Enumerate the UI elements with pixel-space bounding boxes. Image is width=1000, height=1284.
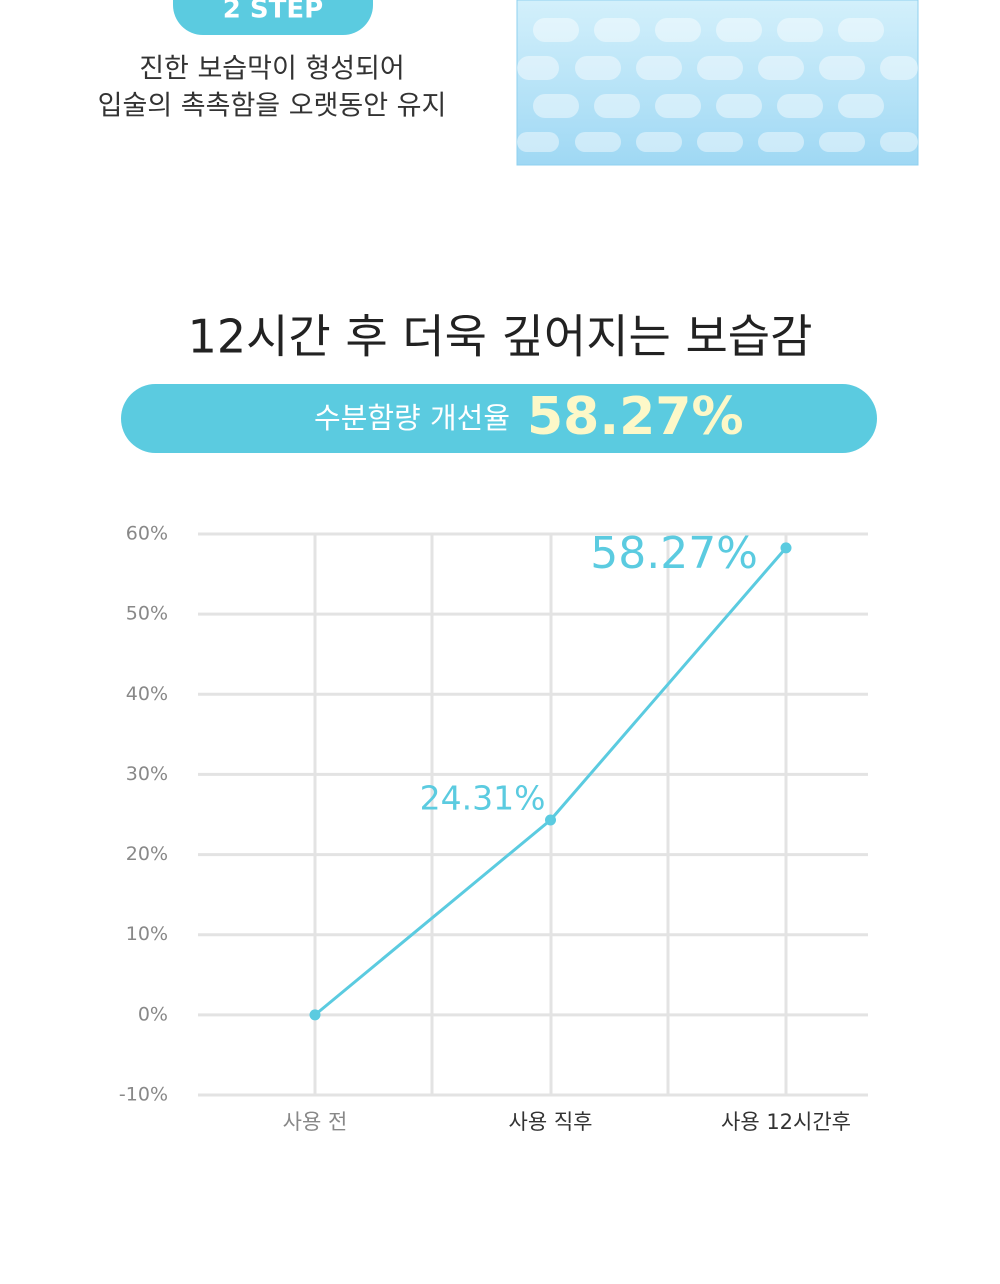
y-tick-label: 10%: [126, 923, 168, 945]
y-tick-label: 30%: [126, 763, 168, 785]
y-tick-label: -10%: [119, 1084, 168, 1106]
step-line: 진한 보습막이 형성되어: [139, 54, 405, 85]
banner: [121, 384, 877, 453]
step-badge-text: 2 STEP: [223, 0, 323, 25]
step-line: 입술의 촉촉함을 오랫동안 유지: [98, 91, 447, 122]
x-tick-label: 사용 12시간후: [721, 1110, 851, 1134]
step-badge: [173, 0, 373, 35]
x-tick-label: 사용 전: [283, 1110, 348, 1134]
chart: [313, 534, 788, 1095]
value-label: 58.27%: [590, 528, 758, 579]
headline: 12시간 후 더욱 깊어지는 보습감: [188, 310, 813, 364]
banner-label: 수분함량 개선율: [314, 401, 510, 435]
data-point: [780, 542, 792, 554]
y-tick-label: 50%: [126, 603, 168, 625]
x-tick-label: 사용 직후: [509, 1110, 593, 1134]
moisture-illustration: [516, 0, 919, 166]
y-tick-label: 20%: [126, 843, 168, 865]
banner-value: 58.27%: [527, 387, 744, 447]
y-tick-label: 0%: [138, 1003, 168, 1025]
data-point: [545, 814, 556, 826]
data-point: [309, 1009, 321, 1021]
y-tick-label: 40%: [126, 683, 168, 705]
y-tick-label: 60%: [126, 523, 168, 545]
value-label: 24.31%: [420, 779, 546, 818]
